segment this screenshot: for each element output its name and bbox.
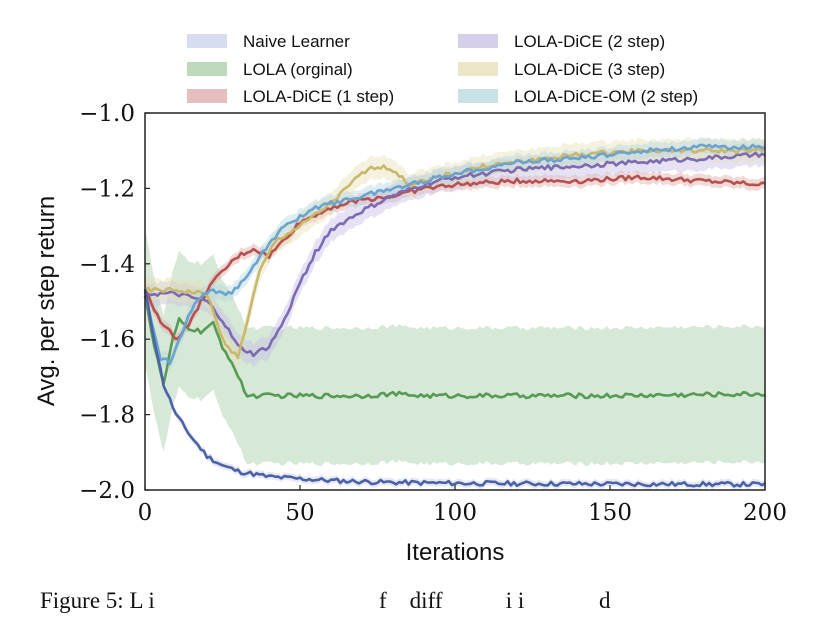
figure-caption: Figure 5: L i f diff i i d [40,588,611,613]
legend-swatch-lola-orginal [187,62,227,76]
band-lola-orginal [145,227,765,466]
x-tick-label: 150 [588,500,632,526]
legend-label-naive-learner: Naive Learner [243,32,350,51]
y-tick-label: −1.2 [79,176,135,202]
line-naive-learner [143,289,766,488]
legend: Naive Learner LOLA (orginal) LOLA-DiCE (1 … [187,32,698,106]
legend-label-lola-dice-1-step: LOLA-DiCE (1 step) [243,87,394,106]
y-tick-label: −1.4 [79,252,135,278]
legend-swatch-lola-dice-3-step [458,62,498,76]
x-tick-label: 200 [743,500,787,526]
legend-swatch-lola-dice-2-step [458,34,498,48]
legend-label-lola-dice-3-step: LOLA-DiCE (3 step) [514,60,665,79]
x-tick-label: 50 [285,500,314,526]
uncertainty-bands [145,137,765,491]
line-lola-orginal [143,295,766,400]
legend-swatch-lola-dice-om-2-step [458,89,498,103]
legend-label-lola-dice-om-2-step: LOLA-DiCE-OM (2 step) [514,87,698,106]
legend-label-lola-orginal: LOLA (orginal) [243,60,353,79]
y-tick-label: −1.0 [79,101,135,127]
x-tick-label: 0 [138,500,153,526]
legend-label-lola-dice-2-step: LOLA-DiCE (2 step) [514,32,665,51]
band-lola-dice-2-step [145,141,765,368]
legend-swatch-lola-dice-1-step [187,89,227,103]
y-tick-label: −2.0 [79,478,135,504]
y-tick-label: −1.8 [79,403,135,429]
legend-swatch-naive-learner [187,34,227,48]
series-lines [143,143,766,488]
y-tick-label: −1.6 [79,327,135,353]
x-ticks: 0 50 100 150 200 [138,485,787,526]
y-axis-label: Avg. per step return [33,196,60,406]
line-lola-dice-1-step [143,174,766,341]
line-lola-dice-om-2-step [143,143,766,366]
x-tick-label: 100 [433,500,477,526]
y-ticks: −1.0 −1.2 −1.4 −1.6 −1.8 −2.0 [79,101,150,504]
line-lola-dice-2-step [144,151,766,358]
x-axis-label: Iterations [406,539,505,566]
